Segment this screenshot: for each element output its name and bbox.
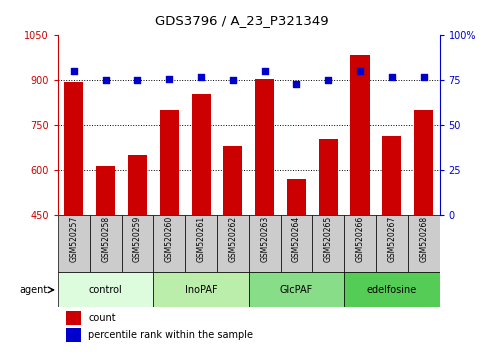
Bar bbox=[249, 215, 281, 272]
Point bbox=[325, 78, 332, 83]
Text: percentile rank within the sample: percentile rank within the sample bbox=[88, 330, 254, 340]
Bar bbox=[344, 215, 376, 272]
Bar bbox=[154, 272, 249, 307]
Bar bbox=[185, 215, 217, 272]
Bar bbox=[351, 55, 369, 215]
Bar bbox=[128, 155, 147, 215]
Bar bbox=[154, 215, 185, 272]
Text: GSM520266: GSM520266 bbox=[355, 216, 365, 262]
Text: edelfosine: edelfosine bbox=[367, 285, 417, 295]
Text: GSM520262: GSM520262 bbox=[228, 216, 237, 262]
Text: count: count bbox=[88, 313, 116, 323]
Text: GSM520259: GSM520259 bbox=[133, 216, 142, 262]
Bar bbox=[66, 311, 81, 325]
Point bbox=[102, 78, 110, 83]
Bar bbox=[58, 272, 154, 307]
Text: GSM520257: GSM520257 bbox=[70, 216, 78, 262]
Point bbox=[356, 68, 364, 74]
Bar bbox=[319, 139, 338, 215]
Text: GSM520258: GSM520258 bbox=[101, 216, 110, 262]
Bar bbox=[383, 136, 401, 215]
Point bbox=[134, 78, 142, 83]
Text: GSM520267: GSM520267 bbox=[387, 216, 397, 262]
Text: control: control bbox=[89, 285, 123, 295]
Bar bbox=[376, 215, 408, 272]
Bar bbox=[90, 215, 122, 272]
Text: GSM520263: GSM520263 bbox=[260, 216, 269, 262]
Bar bbox=[408, 215, 440, 272]
Bar bbox=[64, 82, 84, 215]
Bar bbox=[223, 146, 242, 215]
Text: GSM520264: GSM520264 bbox=[292, 216, 301, 262]
Bar bbox=[344, 272, 440, 307]
Bar bbox=[249, 272, 344, 307]
Point bbox=[293, 81, 300, 87]
Point bbox=[420, 74, 427, 80]
Bar bbox=[281, 215, 313, 272]
Bar bbox=[287, 179, 306, 215]
Bar bbox=[217, 215, 249, 272]
Point bbox=[197, 74, 205, 80]
Point bbox=[70, 68, 78, 74]
Text: GSM520268: GSM520268 bbox=[419, 216, 428, 262]
Point bbox=[388, 74, 396, 80]
Bar bbox=[191, 94, 211, 215]
Bar bbox=[313, 215, 344, 272]
Text: GSM520265: GSM520265 bbox=[324, 216, 333, 262]
Bar bbox=[160, 110, 179, 215]
Bar bbox=[255, 79, 274, 215]
Text: GDS3796 / A_23_P321349: GDS3796 / A_23_P321349 bbox=[155, 14, 328, 27]
Text: GSM520261: GSM520261 bbox=[197, 216, 206, 262]
Text: agent: agent bbox=[19, 285, 48, 295]
Point bbox=[261, 68, 269, 74]
Text: GlcPAF: GlcPAF bbox=[280, 285, 313, 295]
Point bbox=[165, 76, 173, 81]
Bar bbox=[66, 328, 81, 342]
Point bbox=[229, 78, 237, 83]
Bar bbox=[58, 215, 90, 272]
Text: InoPAF: InoPAF bbox=[185, 285, 217, 295]
Bar bbox=[414, 110, 433, 215]
Bar bbox=[122, 215, 154, 272]
Bar bbox=[96, 166, 115, 215]
Text: GSM520260: GSM520260 bbox=[165, 216, 174, 262]
